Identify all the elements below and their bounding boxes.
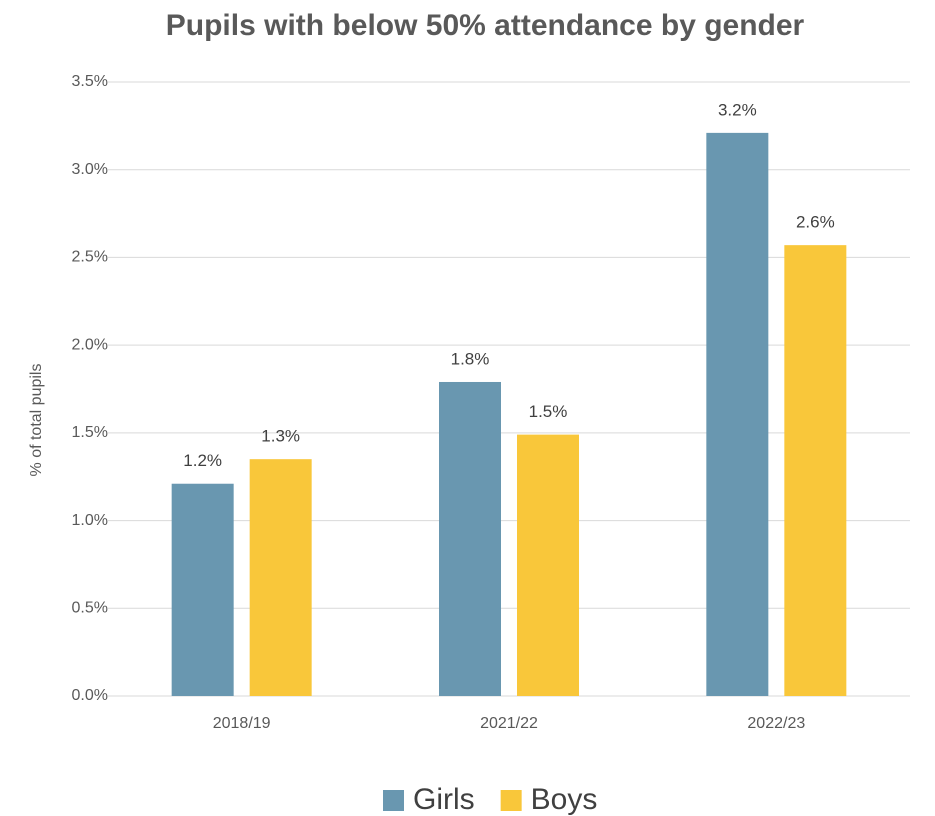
bar bbox=[171, 483, 234, 696]
data-label: 3.2% bbox=[718, 100, 757, 119]
y-tick-label: 2.5% bbox=[72, 249, 108, 266]
data-label: 2.6% bbox=[796, 213, 835, 232]
chart-title: Pupils with below 50% attendance by gend… bbox=[166, 9, 805, 42]
bar bbox=[784, 245, 847, 697]
y-axis-label: % of total pupils bbox=[28, 364, 45, 477]
legend-swatch bbox=[383, 790, 404, 811]
bar bbox=[249, 459, 312, 696]
y-tick-label: 3.0% bbox=[72, 161, 108, 178]
y-tick-label: 1.5% bbox=[72, 424, 108, 441]
data-label: 1.3% bbox=[261, 427, 300, 446]
y-tick-label: 0.0% bbox=[72, 687, 108, 704]
data-label: 1.8% bbox=[451, 349, 490, 368]
bar bbox=[439, 381, 501, 696]
y-tick-label: 1.0% bbox=[72, 512, 108, 529]
data-label: 1.2% bbox=[183, 451, 222, 470]
x-tick-label: 2021/22 bbox=[480, 715, 538, 732]
bar bbox=[706, 132, 769, 697]
x-tick-label: 2022/23 bbox=[747, 715, 805, 732]
legend-label: Boys bbox=[531, 783, 598, 816]
x-tick-label: 2018/19 bbox=[213, 715, 271, 732]
y-tick-label: 3.5% bbox=[72, 73, 108, 90]
bar bbox=[517, 434, 579, 696]
y-tick-label: 0.5% bbox=[72, 600, 108, 617]
legend-label: Girls bbox=[413, 783, 475, 816]
legend-swatch bbox=[500, 790, 522, 811]
y-tick-label: 2.0% bbox=[72, 336, 108, 353]
data-label: 1.5% bbox=[529, 402, 568, 421]
